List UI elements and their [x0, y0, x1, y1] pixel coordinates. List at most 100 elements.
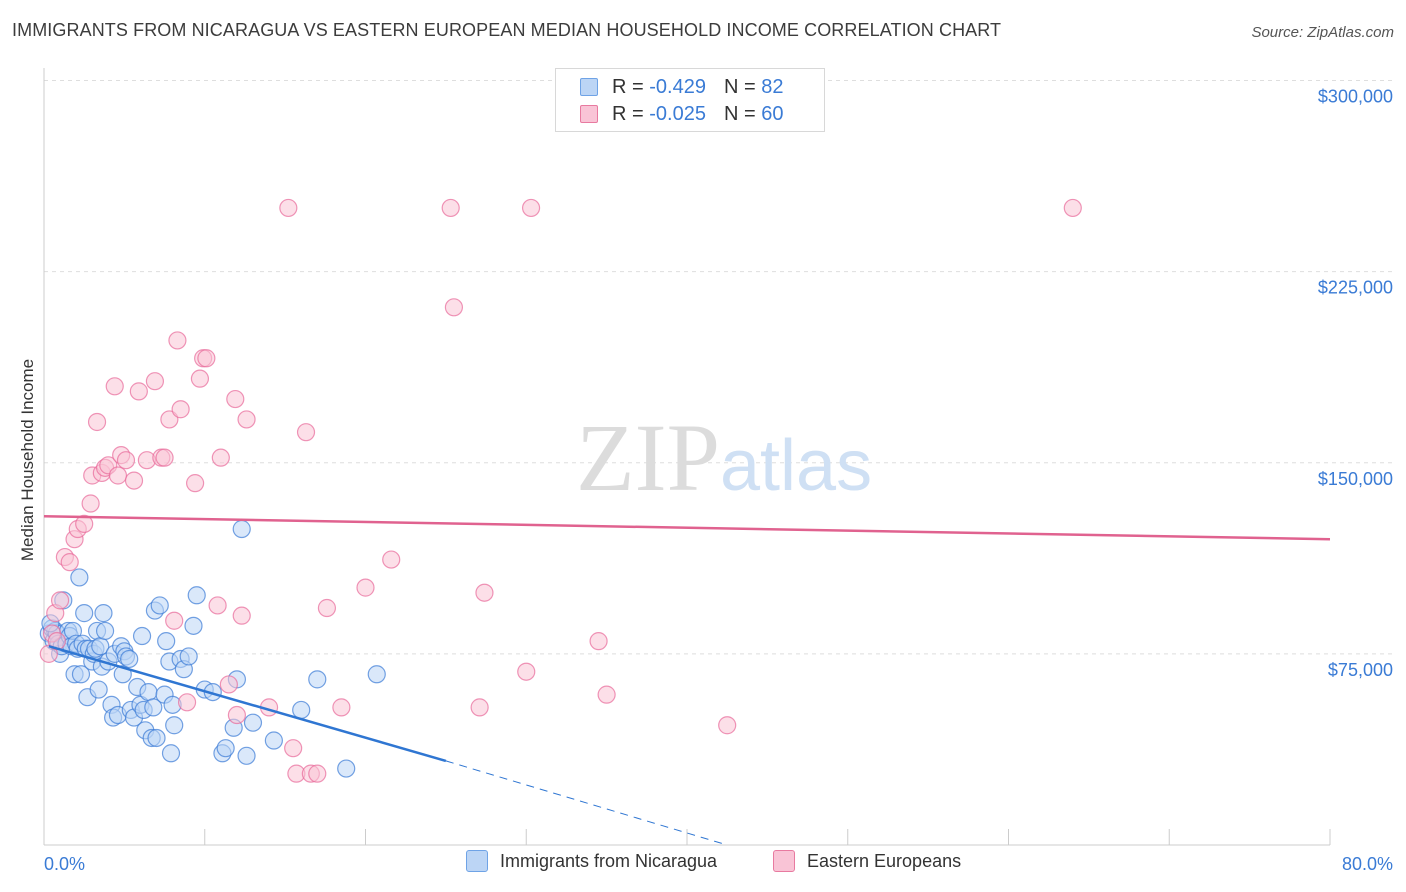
point-eastern-european: [219, 675, 238, 694]
point-nicaragua: [157, 632, 176, 651]
point-eastern-european: [155, 448, 174, 467]
series-swatch-blue: [466, 850, 488, 872]
point-eastern-european: [211, 448, 230, 467]
legend-swatch-blue: [580, 78, 598, 96]
point-eastern-european: [168, 331, 187, 350]
trend-lines: [43, 515, 1331, 846]
y-tick-label: $300,000: [1318, 87, 1393, 107]
point-eastern-european: [81, 494, 100, 513]
point-eastern-european: [116, 451, 136, 470]
point-eastern-european: [75, 514, 94, 534]
data-points: [39, 198, 1082, 783]
legend-r-value: -0.429: [649, 75, 706, 98]
point-eastern-european: [1063, 198, 1082, 218]
series-label-eastern: Eastern Europeans: [807, 850, 962, 871]
legend-n-label: N =: [723, 75, 756, 98]
point-nicaragua: [120, 649, 139, 669]
point-eastern-european: [441, 198, 460, 218]
correlation-legend: R = -0.429 N = 82 R = -0.025 N = 60: [555, 68, 825, 132]
point-eastern-european: [124, 471, 144, 490]
y-tick-label: $225,000: [1318, 278, 1393, 298]
point-nicaragua: [337, 759, 356, 778]
series-swatch-pink: [773, 850, 795, 872]
point-nicaragua: [132, 626, 152, 646]
series-label-nicaragua: Immigrants from Nicaragua: [500, 850, 718, 871]
point-eastern-european: [356, 578, 375, 597]
point-eastern-european: [145, 372, 165, 391]
trend-line-eastern-european: [43, 515, 1331, 541]
point-eastern-european: [177, 693, 197, 712]
point-nicaragua: [94, 604, 113, 623]
point-nicaragua: [264, 731, 283, 750]
gridlines: [44, 80, 1395, 655]
legend-swatch-pink: [580, 105, 598, 123]
point-eastern-european: [597, 685, 616, 704]
point-eastern-european: [50, 591, 70, 610]
legend-r-label: R =: [612, 75, 644, 98]
point-eastern-european: [197, 349, 216, 368]
point-eastern-european: [308, 764, 327, 783]
point-eastern-european: [382, 550, 401, 569]
trend-line-nicaragua: [48, 645, 447, 763]
trend-line-nicaragua-extension: [445, 760, 728, 846]
point-nicaragua: [144, 698, 163, 717]
point-nicaragua: [71, 665, 91, 684]
point-eastern-european: [171, 400, 190, 419]
x-tick-label-max: 80.0%: [1342, 854, 1393, 874]
point-eastern-european: [232, 606, 251, 625]
point-nicaragua: [161, 744, 181, 763]
point-eastern-european: [296, 423, 316, 442]
point-eastern-european: [444, 298, 464, 317]
point-eastern-european: [317, 598, 337, 618]
legend-row-eastern: R = -0.025 N = 60: [580, 102, 783, 126]
y-tick-label: $75,000: [1328, 660, 1393, 680]
point-nicaragua: [232, 519, 251, 539]
point-eastern-european: [108, 466, 128, 485]
point-eastern-european: [226, 389, 245, 409]
legend-r-label: R =: [612, 102, 644, 125]
point-eastern-european: [718, 716, 737, 735]
point-nicaragua: [95, 621, 115, 641]
point-nicaragua: [367, 665, 386, 684]
source-label: Source: ZipAtlas.com: [1251, 24, 1394, 41]
point-nicaragua: [150, 596, 169, 615]
point-nicaragua: [75, 604, 94, 623]
point-eastern-european: [521, 198, 541, 218]
point-nicaragua: [292, 700, 311, 720]
point-nicaragua: [216, 739, 235, 758]
point-nicaragua: [184, 616, 203, 635]
watermark-atlas: atlas: [720, 426, 872, 506]
point-eastern-european: [129, 382, 148, 401]
point-eastern-european: [160, 410, 179, 429]
y-tick-label: $150,000: [1318, 469, 1393, 489]
point-nicaragua: [187, 586, 206, 605]
point-eastern-european: [279, 198, 298, 218]
watermark-zip: ZIP: [576, 404, 720, 511]
point-eastern-european: [227, 705, 246, 725]
point-eastern-european: [60, 553, 79, 572]
point-eastern-european: [208, 596, 227, 615]
legend-n-label: N =: [723, 102, 756, 125]
point-nicaragua: [243, 713, 263, 732]
legend-n-value: 60: [761, 102, 784, 125]
legend-row-nicaragua: R = -0.429 N = 82: [580, 75, 783, 99]
point-eastern-european: [237, 410, 256, 429]
point-eastern-european: [470, 698, 489, 717]
point-nicaragua: [237, 746, 256, 765]
point-eastern-european: [105, 377, 124, 396]
point-eastern-european: [589, 632, 608, 651]
chart-title: IMMIGRANTS FROM NICARAGUA VS EASTERN EUR…: [12, 20, 1002, 40]
point-nicaragua: [165, 716, 184, 735]
axes: [43, 68, 1331, 846]
point-nicaragua: [308, 670, 327, 689]
legend-n-value: 82: [761, 75, 784, 98]
point-nicaragua: [89, 680, 108, 699]
point-nicaragua: [70, 568, 89, 587]
series-legend-nicaragua: Immigrants from Nicaragua: [466, 850, 717, 872]
point-eastern-european: [165, 611, 184, 630]
point-eastern-european: [332, 698, 351, 717]
y-tick-labels: $75,000 $150,000 $225,000 $300,000: [1318, 87, 1393, 680]
point-eastern-european: [190, 369, 210, 388]
point-nicaragua: [179, 647, 198, 666]
